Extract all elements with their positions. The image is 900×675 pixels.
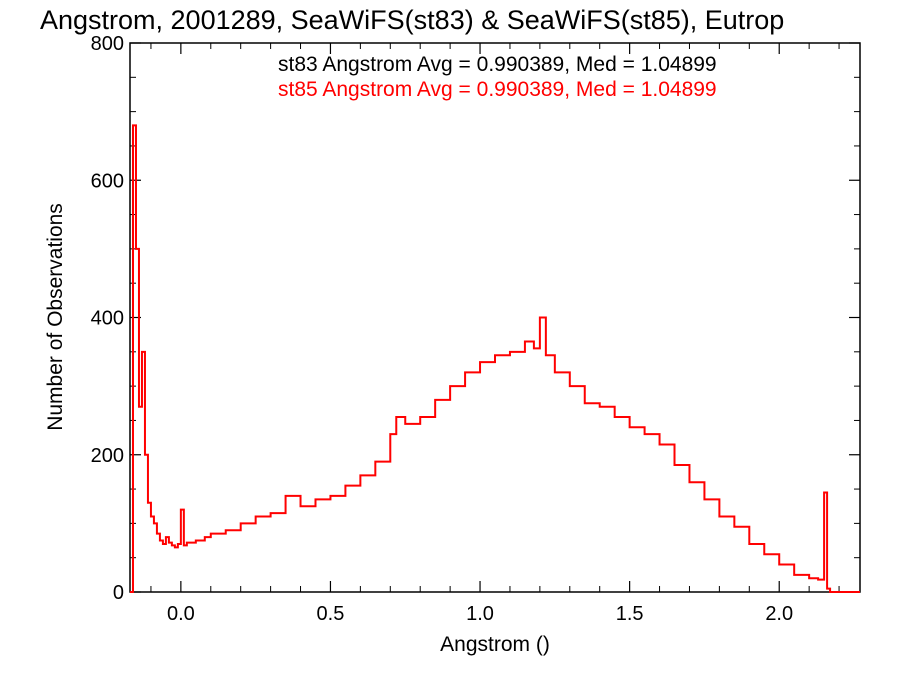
histogram-series	[130, 124, 860, 593]
x-tick-label: 1.5	[616, 603, 644, 625]
y-tick-label: 600	[91, 170, 124, 192]
y-tick-label: 200	[91, 445, 124, 467]
y-tick-label: 800	[91, 33, 124, 55]
annotation-st85: st85 Angstrom Avg = 0.990389, Med = 1.04…	[278, 78, 717, 101]
x-tick-label: 0.0	[167, 603, 195, 625]
annotation-st83: st83 Angstrom Avg = 0.990389, Med = 1.04…	[278, 53, 717, 76]
histogram-line	[130, 124, 860, 593]
x-tick-label: 1.0	[466, 603, 494, 625]
x-tick-label: 2.0	[765, 603, 793, 625]
x-axis: 0.0 0.5 1.0 1.5 2.0	[150, 43, 840, 625]
x-tick-label: 0.5	[317, 603, 345, 625]
y-axis: 0 200 400 600 800	[91, 33, 860, 604]
y-tick-label: 0	[113, 582, 124, 604]
chart-title: Angstrom, 2001289, SeaWiFS(st83) & SeaWi…	[40, 5, 784, 35]
y-tick-label: 400	[91, 308, 124, 330]
x-axis-label: Angstrom ()	[440, 633, 550, 656]
y-axis-label: Number of Observations	[44, 203, 67, 431]
plot-frame	[129, 42, 861, 593]
